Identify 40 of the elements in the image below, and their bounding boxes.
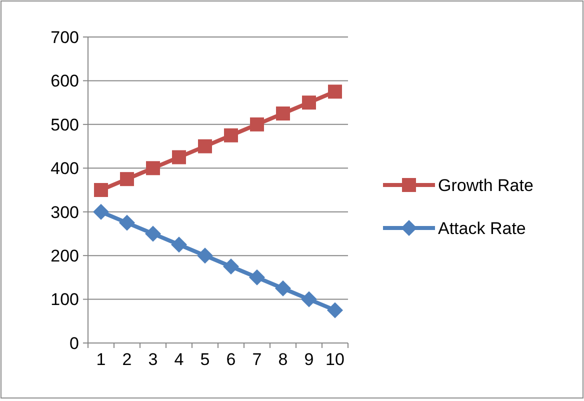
point [197, 248, 213, 264]
point [120, 172, 134, 186]
y-tick-label: 0 [70, 334, 79, 353]
point [145, 226, 161, 242]
point [327, 302, 343, 318]
point [119, 214, 135, 231]
x-tick-label: 9 [304, 350, 314, 369]
y-tick-label: 400 [50, 159, 79, 178]
y-tick-label: 100 [50, 290, 79, 310]
x-tick-label: 1 [96, 350, 106, 369]
point [301, 291, 317, 308]
x-tick-label: 5 [200, 350, 210, 369]
x-tick-label: 3 [148, 350, 158, 369]
point [250, 117, 264, 132]
y-tick-label: 700 [50, 28, 79, 47]
legend-label: Attack Rate [438, 218, 526, 238]
point [275, 280, 291, 296]
y-tick-label: 500 [50, 115, 79, 134]
x-tick-label: 2 [122, 350, 132, 369]
y-tick-label: 600 [50, 72, 79, 91]
x-tick-label: 10 [326, 350, 344, 369]
point [93, 204, 109, 220]
point [172, 150, 186, 164]
point [198, 139, 212, 154]
point [94, 183, 108, 197]
point [276, 106, 290, 120]
y-tick-label: 300 [50, 202, 79, 222]
point [146, 161, 160, 176]
x-tick-label: 7 [252, 350, 262, 369]
x-tick-label: 4 [174, 350, 184, 369]
point [223, 258, 239, 274]
point [171, 236, 187, 253]
point [328, 84, 342, 99]
x-tick-label: 6 [226, 350, 236, 369]
point [302, 96, 316, 110]
point [224, 128, 238, 142]
legend-label: Growth Rate [438, 176, 534, 195]
x-tick-label: 8 [278, 350, 288, 369]
point [249, 269, 265, 286]
y-tick-label: 200 [50, 246, 79, 266]
